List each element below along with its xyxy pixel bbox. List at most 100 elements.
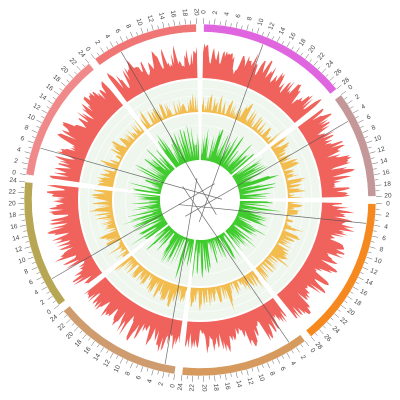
tick-mark: [326, 321, 332, 327]
track-2-segment-5: [120, 192, 168, 246]
link-line-5: [164, 178, 198, 365]
tick-mark: [32, 136, 36, 138]
tick-mark: [31, 130, 38, 133]
tick-label: 14: [234, 380, 242, 389]
tick-mark: [277, 358, 281, 364]
tick-label: 2: [93, 39, 101, 46]
ideogram-segment-2: [305, 203, 377, 337]
tick-label: 22: [57, 322, 67, 332]
tick-label: 24: [49, 313, 59, 323]
tick-label: 6: [279, 366, 287, 373]
tick-mark: [329, 76, 335, 81]
track-2-segment-7: [156, 124, 200, 168]
tick-mark: [337, 309, 341, 312]
background-band-0-7: [128, 80, 199, 130]
tick-label: 28: [314, 341, 324, 351]
tick-mark: [24, 151, 31, 154]
tick-label: 0: [200, 10, 207, 14]
tick-mark: [373, 230, 377, 232]
ideogram-segment-0: [203, 23, 337, 95]
tick-mark: [281, 355, 285, 359]
tick-mark: [332, 82, 336, 86]
tick-mark: [225, 19, 227, 26]
grid-ring: [136, 136, 264, 264]
tick-label: 20: [384, 192, 392, 199]
tick-label: 28: [341, 76, 351, 86]
tick-mark: [46, 291, 50, 294]
tick-label: 18: [181, 9, 189, 17]
tick-mark: [18, 181, 25, 183]
tick-mark: [368, 146, 372, 149]
tick-mark: [286, 352, 291, 359]
tick-label: 2: [212, 10, 219, 15]
tick-mark: [350, 291, 354, 294]
tick-mark: [262, 32, 264, 36]
track-1-segment-5: [88, 189, 130, 259]
tick-mark: [115, 355, 119, 359]
tick-mark: [300, 52, 303, 56]
tick-label: 10: [134, 18, 143, 27]
tick-mark: [370, 241, 375, 243]
background-band-0-6: [81, 106, 145, 188]
tick-mark: [140, 366, 144, 373]
link-line-4: [182, 186, 290, 343]
tick-mark: [330, 317, 334, 321]
tick-mark: [309, 59, 312, 63]
tick-mark: [267, 31, 270, 38]
tick-mark: [71, 323, 75, 326]
link-line-2: [185, 120, 349, 217]
tick-label: 0: [308, 347, 316, 354]
tick-label: 0: [347, 84, 354, 92]
tick-mark: [251, 28, 254, 32]
tick-mark: [272, 36, 275, 40]
tick-label: 10: [26, 113, 36, 123]
tick-mark: [125, 36, 128, 40]
tick-mark: [272, 360, 275, 364]
tick-mark: [300, 344, 303, 348]
tick-label: 6: [28, 278, 35, 286]
link-line-7: [40, 147, 223, 200]
background-band-0-4: [106, 255, 188, 319]
tick-mark: [286, 41, 291, 48]
tick-mark: [291, 350, 294, 354]
tick-mark: [64, 314, 68, 318]
tick-mark: [146, 368, 149, 372]
tick-mark: [115, 41, 119, 45]
tick-label: 4: [146, 378, 154, 384]
tick-label: 20: [8, 200, 16, 207]
tick-mark: [66, 79, 70, 83]
tick-label: 2: [14, 158, 19, 166]
tick-label: 8: [246, 16, 254, 22]
tick-mark: [314, 332, 318, 336]
tick-label: 22: [68, 57, 78, 67]
tick-mark: [24, 246, 31, 249]
tick-label: 2: [299, 354, 307, 361]
tick-label: 4: [289, 360, 297, 367]
tick-mark: [130, 31, 133, 38]
tick-mark: [246, 369, 249, 376]
tick-mark: [325, 74, 329, 77]
tick-label: 8: [371, 124, 377, 132]
tick-mark: [85, 58, 90, 64]
tick-mark: [28, 146, 32, 149]
tick-mark: [366, 256, 373, 260]
tick-mark: [181, 375, 183, 382]
tick-mark: [97, 344, 100, 348]
tick-label: 6: [235, 13, 243, 18]
tick-mark: [340, 304, 347, 309]
tick-label: 2: [354, 93, 361, 101]
tick-mark: [79, 330, 83, 334]
tick-mark: [59, 88, 63, 91]
tick-mark: [347, 296, 353, 300]
ideogram-segment-1: [334, 94, 377, 197]
background-band-0-5: [80, 187, 130, 272]
tick-label: 14: [12, 234, 21, 242]
grid-ring: [125, 125, 275, 275]
tick-mark: [36, 272, 40, 275]
tick-mark: [364, 136, 368, 138]
tick-mark: [352, 109, 359, 114]
background-bands: [80, 80, 320, 321]
tick-label: 8: [124, 23, 132, 29]
tick-mark: [296, 47, 300, 53]
